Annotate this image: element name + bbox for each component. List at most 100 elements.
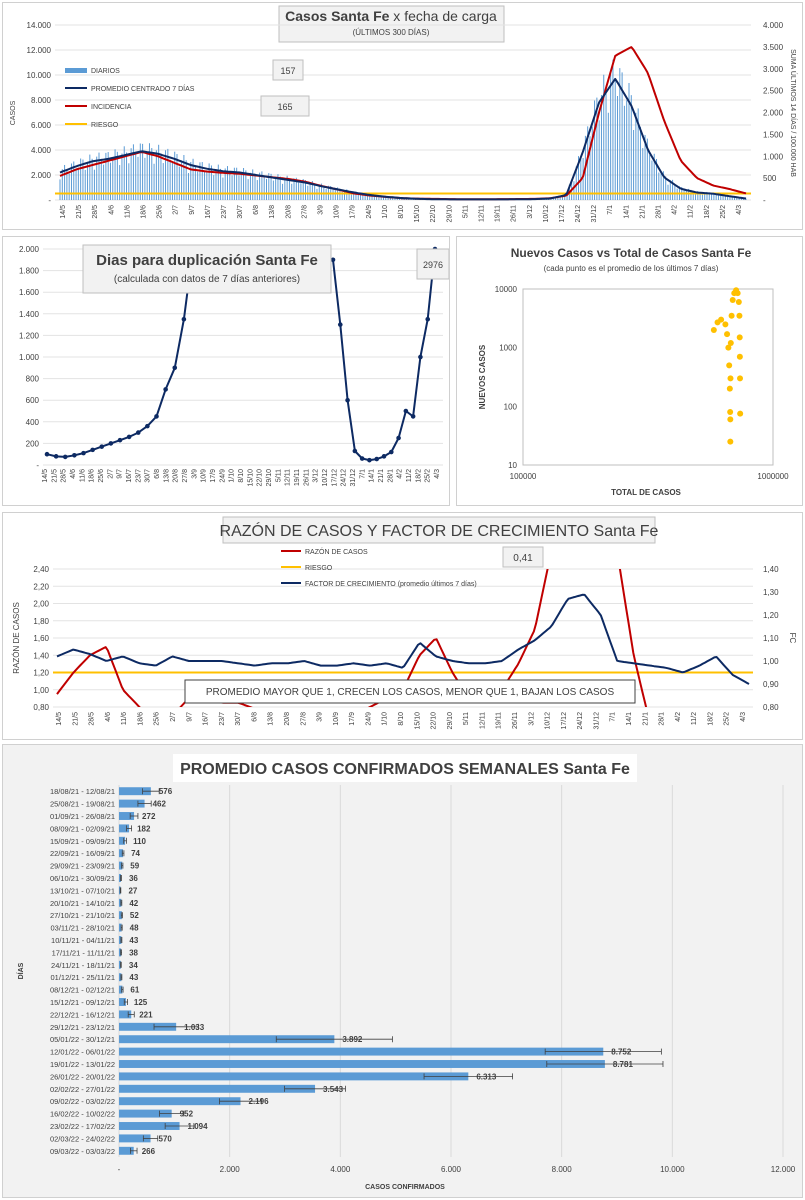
- x-tick-label: 17/9: [350, 205, 357, 219]
- data-label: 8.781: [613, 1060, 634, 1069]
- doubling-days-chart: - 200 400 600 800 1.000 1.200 1.400 1.600 1.800 2.…: [19, 244, 449, 487]
- y-tick-label: 1,40: [33, 651, 49, 660]
- x-tick-label: 1/10: [382, 205, 389, 219]
- y-tick-label: -: [48, 196, 51, 205]
- scatter-point: [718, 316, 725, 323]
- x-tick-label: 11/6: [124, 205, 131, 218]
- y-tick-label: 6.000: [31, 121, 52, 130]
- y-tick-label: 10000: [495, 285, 518, 294]
- x-tick-label: 17/12: [559, 205, 566, 223]
- doubling-point: [352, 448, 358, 454]
- x-tick-label: 11/6: [121, 712, 128, 725]
- x-tick-label: 4/6: [70, 469, 77, 479]
- x-tick-label: 25/6: [157, 205, 164, 219]
- y-axis-title: CASOS: [10, 100, 17, 125]
- x-tick-label: 6.000: [441, 1165, 462, 1174]
- x-tick-label: 14/1: [626, 712, 633, 726]
- category-label: 15/09/21 - 09/09/21: [50, 837, 115, 846]
- y-tick-label: 100: [504, 402, 518, 411]
- x-tick-label: 7/1: [607, 205, 614, 215]
- doubling-point: [53, 454, 59, 459]
- category-label: 29/12/21 - 23/12/21: [50, 1023, 115, 1032]
- scatter-point: [727, 340, 734, 347]
- x-tick-label: 18/6: [140, 205, 147, 219]
- x-tick-label: 3/9: [317, 712, 324, 722]
- x-tick-label: 3/12: [528, 712, 535, 726]
- x-tick-label: 13/8: [268, 712, 275, 726]
- chart-subtitle: (calculada con datos de 7 días anteriore…: [114, 274, 300, 285]
- x-tick-label: 17/9: [210, 469, 217, 483]
- x-tick-label: 23/7: [219, 712, 226, 726]
- scatter-point: [736, 334, 743, 341]
- y-axis-title: DÍAS: [16, 962, 25, 979]
- x-tick-label: 28/1: [659, 712, 666, 726]
- y-tick-label: 10: [508, 461, 517, 470]
- x-tick-label: 8/10: [238, 469, 245, 483]
- category-label: 08/12/21 - 02/12/21: [50, 986, 115, 995]
- x-tick-label: 8.000: [552, 1165, 573, 1174]
- y2-tick-label: 1,20: [763, 611, 779, 620]
- y2-tick-label: 4.000: [763, 21, 784, 30]
- x-tick-label: 6/8: [253, 205, 260, 215]
- x-tick-label: 16/7: [126, 469, 133, 483]
- category-label: 03/11/21 - 28/10/21: [51, 924, 116, 933]
- bar: [119, 1010, 132, 1019]
- x-tick-label: 14/1: [623, 205, 630, 219]
- y-tick-label: 12.000: [27, 46, 52, 55]
- x-tick-label: 20/8: [173, 469, 180, 483]
- callout-value: 2976: [423, 260, 443, 270]
- x-tick-label: 20/8: [284, 712, 291, 726]
- x-tick-label: 4/6: [108, 205, 115, 215]
- average-line: [59, 77, 747, 201]
- x-tick-label: 1/10: [229, 469, 236, 483]
- x-tick-label: 21/5: [72, 712, 79, 726]
- growth-factor-chart-panel: RAZÓN DE CASOS Y FACTOR DE CRECIMIENTO S…: [2, 512, 803, 740]
- category-label: 02/02/22 - 27/01/22: [50, 1085, 115, 1094]
- data-label: 59: [130, 862, 139, 871]
- legend-label: RAZÓN DE CASOS: [305, 547, 368, 556]
- data-label: 6.313: [476, 1072, 497, 1081]
- x-tick-label: 6/8: [251, 712, 258, 722]
- data-label: 36: [129, 874, 138, 883]
- scatter-point: [735, 299, 742, 306]
- x-tick-label: 19/11: [495, 205, 502, 222]
- scatter-point: [727, 409, 734, 416]
- x-tick-label: 9/7: [189, 205, 196, 215]
- x-tick-label: 24/9: [219, 469, 226, 483]
- x-tick-label: 4/3: [736, 205, 743, 215]
- doubling-point: [367, 457, 372, 463]
- data-label: 182: [137, 824, 151, 833]
- callout-value: 0,41: [513, 553, 533, 564]
- bar: [119, 799, 145, 808]
- x-tick-label: 5/11: [275, 469, 282, 482]
- x-tick-label: 3/9: [191, 469, 198, 479]
- data-label: 43: [129, 936, 138, 945]
- x-tick-label: 21/1: [639, 205, 646, 219]
- x-tick-label: 2/7: [170, 712, 177, 722]
- x-tick-label: 16/7: [205, 205, 212, 219]
- x-tick-label: 7/1: [610, 712, 617, 722]
- y-tick-label: 1.400: [19, 310, 40, 319]
- data-label: 48: [130, 924, 139, 933]
- title-box: [278, 5, 505, 43]
- doubling-point: [117, 437, 123, 443]
- x-tick-label: 12/11: [479, 712, 486, 729]
- category-label: 17/11/21 - 11/11/21: [52, 948, 115, 957]
- x-tick-label: 24/9: [365, 712, 372, 726]
- x-tick-label: 13/8: [269, 205, 276, 219]
- x-tick-label: 3/9: [318, 205, 325, 215]
- data-label: 221: [139, 1010, 153, 1019]
- scatter-point: [729, 296, 736, 303]
- annotation-box: [184, 679, 636, 704]
- bar: [119, 861, 123, 870]
- y-tick-label: 1,20: [33, 669, 49, 678]
- doubling-point: [72, 452, 77, 458]
- doubling-point: [90, 447, 95, 453]
- scatter-point: [737, 375, 744, 382]
- y2-tick-label: 2.500: [763, 87, 784, 96]
- x-tick-label: 31/12: [350, 469, 357, 487]
- x-tick-label: 7/1: [359, 469, 366, 479]
- data-label: 38: [129, 948, 138, 957]
- x-tick-label: 5/11: [463, 712, 470, 725]
- x-tick-label: 10/12: [545, 712, 552, 730]
